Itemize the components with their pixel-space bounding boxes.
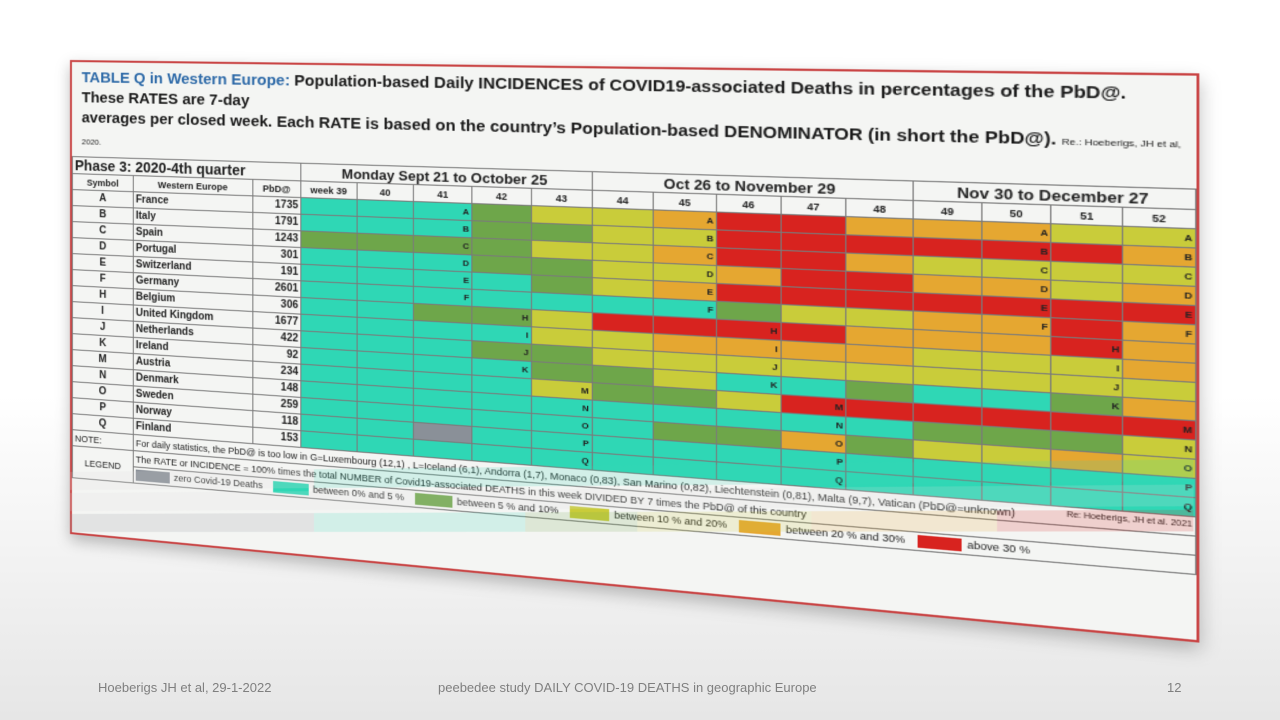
row-pbd: 1735	[253, 196, 301, 214]
week-header: 44	[592, 190, 654, 210]
week-header: 51	[1051, 205, 1122, 226]
week-header: 41	[414, 185, 472, 204]
week-header: 49	[913, 200, 981, 221]
rate-cell: A	[414, 201, 472, 220]
table-reflection	[70, 367, 1194, 535]
legend-swatch	[918, 535, 962, 551]
rate-cell	[472, 204, 531, 223]
phase-label: Phase 3:	[75, 157, 132, 175]
rate-cell	[357, 200, 414, 219]
rate-cell	[301, 198, 357, 217]
table-title-head: TABLE Q in Western Europe:	[82, 69, 290, 89]
week-header: 48	[846, 198, 913, 219]
rate-cell	[531, 206, 591, 226]
week-header: week 39	[301, 181, 357, 200]
reflection-legend-bar	[70, 510, 1194, 532]
week-header: 47	[781, 196, 847, 216]
footer-title: peebedee study DAILY COVID-19 DEATHS in …	[438, 680, 817, 695]
phase-quarter: 2020-4th quarter	[135, 159, 245, 179]
pbd-header: PbD@	[253, 179, 301, 197]
week-header: 43	[531, 188, 591, 207]
row-pbd: 1791	[253, 212, 301, 230]
week-header: 52	[1123, 207, 1196, 229]
footer-author: Hoeberigs JH et al, 29-1-2022	[98, 680, 271, 695]
slide-number: 12	[1167, 680, 1181, 695]
table-photo: TABLE Q in Western Europe: Population-ba…	[70, 60, 1199, 643]
legend-item-label: above 30 %	[967, 539, 1030, 556]
week-header: 50	[982, 203, 1052, 224]
week-header: 45	[653, 192, 716, 212]
week-header: 40	[357, 183, 414, 202]
row-pbd: 1243	[253, 229, 301, 248]
week-header: 42	[472, 186, 531, 205]
week-header: 46	[716, 194, 780, 214]
